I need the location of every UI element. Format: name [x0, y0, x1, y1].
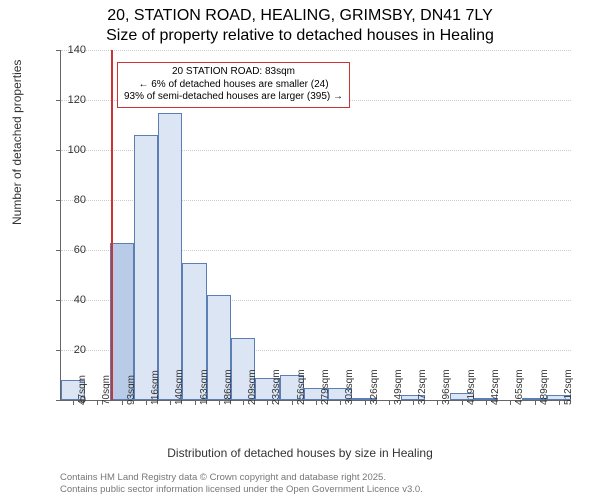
- histogram-bar: [134, 135, 158, 400]
- xtick-mark: [267, 400, 268, 405]
- xtick-mark: [510, 400, 511, 405]
- annotation-line3: 93% of semi-detached houses are larger (…: [124, 91, 343, 104]
- xtick-label: 512sqm: [563, 369, 574, 405]
- xtick-mark: [316, 400, 317, 405]
- y-axis-title: Number of detached properties: [10, 60, 24, 225]
- xtick-mark: [437, 400, 438, 405]
- xtick-mark: [413, 400, 414, 405]
- xtick-mark: [170, 400, 171, 405]
- reference-line: [111, 50, 113, 400]
- footer-line2: Contains public sector information licen…: [60, 484, 423, 496]
- gridline: [61, 50, 571, 51]
- xtick-mark: [486, 400, 487, 405]
- ytick-label: 40: [46, 294, 86, 306]
- footer-attribution: Contains HM Land Registry data © Crown c…: [60, 472, 423, 496]
- chart-title: 20, STATION ROAD, HEALING, GRIMSBY, DN41…: [0, 0, 600, 46]
- xtick-mark: [146, 400, 147, 405]
- ytick-label: 140: [46, 44, 86, 56]
- xtick-label: 372sqm: [417, 369, 428, 405]
- xtick-mark: [292, 400, 293, 405]
- title-line1: 20, STATION ROAD, HEALING, GRIMSBY, DN41…: [0, 6, 600, 26]
- xtick-mark: [535, 400, 536, 405]
- xtick-mark: [219, 400, 220, 405]
- ytick-label: 120: [46, 94, 86, 106]
- histogram-plot: 47sqm70sqm93sqm116sqm140sqm163sqm186sqm2…: [60, 50, 571, 401]
- xtick-mark: [365, 400, 366, 405]
- xtick-label: 326sqm: [369, 369, 380, 405]
- xtick-mark: [340, 400, 341, 405]
- ytick-label: 60: [46, 244, 86, 256]
- xtick-label: 442sqm: [490, 369, 501, 405]
- ytick-label: 100: [46, 144, 86, 156]
- xtick-mark: [559, 400, 560, 405]
- ytick-label: 20: [46, 344, 86, 356]
- histogram-bar: [158, 113, 182, 401]
- xtick-mark: [195, 400, 196, 405]
- title-line2: Size of property relative to detached ho…: [0, 26, 600, 46]
- annotation-line1: 20 STATION ROAD: 83sqm: [124, 66, 343, 79]
- annotation-line2: ← 6% of detached houses are smaller (24): [124, 79, 343, 92]
- xtick-mark: [243, 400, 244, 405]
- x-axis-title: Distribution of detached houses by size …: [0, 446, 600, 460]
- xtick-mark: [389, 400, 390, 405]
- xtick-mark: [97, 400, 98, 405]
- xtick-mark: [122, 400, 123, 405]
- annotation-callout: 20 STATION ROAD: 83sqm← 6% of detached h…: [117, 62, 350, 108]
- ytick-label: 0: [46, 394, 86, 406]
- ytick-label: 80: [46, 194, 86, 206]
- xtick-mark: [462, 400, 463, 405]
- footer-line1: Contains HM Land Registry data © Crown c…: [60, 472, 423, 484]
